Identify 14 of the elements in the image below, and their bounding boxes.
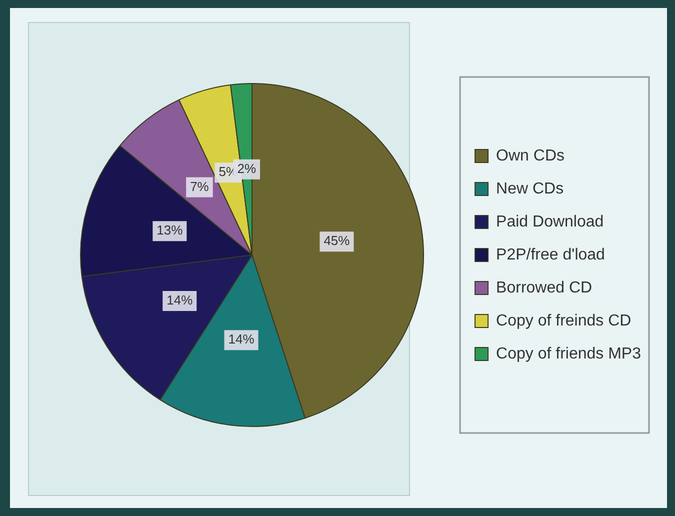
legend-label: Copy of freinds CD [496, 312, 632, 330]
data-label: 5% [218, 164, 238, 180]
legend-label: Copy of friends MP3 [496, 345, 642, 362]
data-label: 45% [324, 233, 350, 248]
data-label: 2% [237, 160, 256, 176]
legend-label: New CDs [496, 180, 564, 198]
data-label: 7% [190, 178, 210, 194]
legend-label: Borrowed CD [496, 279, 592, 296]
data-label: 14% [228, 332, 255, 347]
legend-label: P2P/free d'load [496, 246, 605, 264]
legend-label: Paid Download [496, 213, 604, 230]
data-label: 13% [156, 222, 184, 238]
legend-label: Own CDs [496, 147, 564, 164]
data-label: 14% [166, 292, 194, 308]
